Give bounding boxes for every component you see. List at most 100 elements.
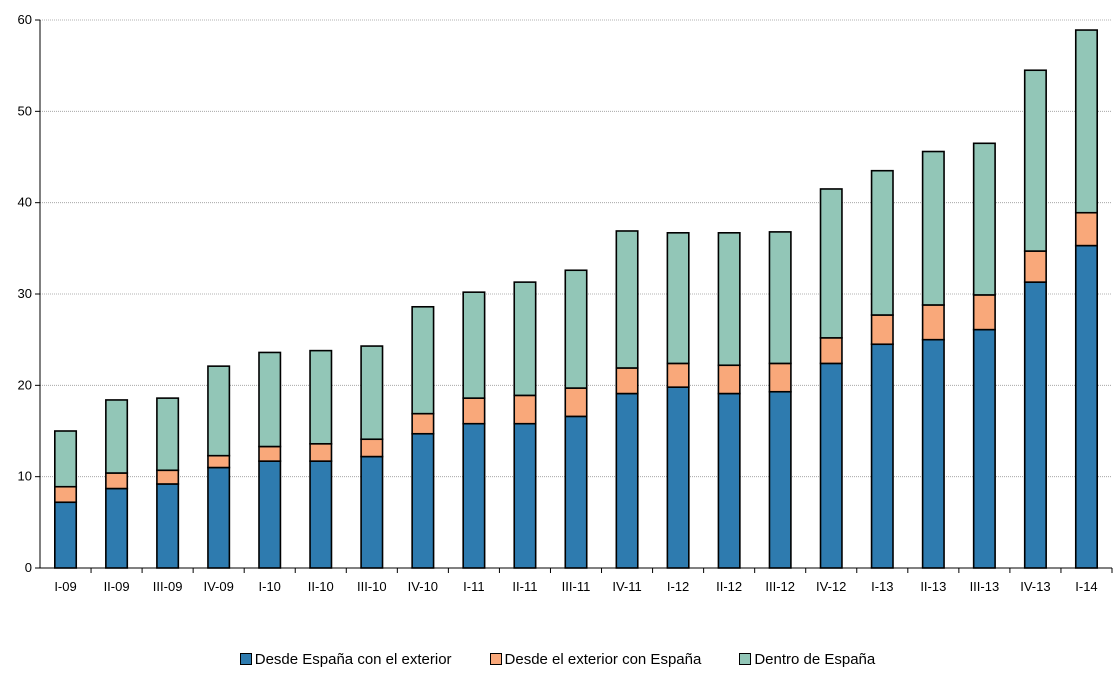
x-tick-labels: I-09 II-09 III-09 IV-09 I-10 II-10 III-10 IV-10…	[54, 579, 1097, 594]
legend-label-desde-exterior: Desde el exterior con España	[504, 650, 702, 668]
x-tick-label: I-14	[1075, 579, 1097, 594]
legend-swatch-dentro-espana	[739, 653, 752, 665]
bar-segment-desde-espana	[870, 343, 894, 569]
legend: Desde España con el exterior Desde el ex…	[0, 649, 1115, 669]
bar-segment-desde-espana	[1023, 281, 1047, 569]
legend-swatch-desde-espana	[239, 653, 252, 665]
y-tick-label: 40	[18, 195, 32, 210]
bar-segment-desde-espana	[666, 386, 690, 569]
x-tick-label: III-13	[970, 579, 1000, 594]
x-tick-label: II-12	[716, 579, 742, 594]
y-tick-label: 50	[18, 103, 32, 118]
bar-segment-dentro-espana	[870, 169, 894, 316]
y-tick-label: 60	[18, 12, 32, 27]
x-tick-label: IV-11	[612, 579, 641, 594]
x-tick-label: II-09	[104, 579, 130, 594]
x-tick-label: III-12	[765, 579, 795, 594]
bar-segment-desde-espana	[513, 422, 537, 569]
x-tick-label: II-13	[920, 579, 946, 594]
legend-item-dentro-espana: Dentro de España	[739, 649, 875, 669]
legend-label-dentro-espana: Dentro de España	[754, 650, 876, 668]
bar-segment-dentro-espana	[105, 399, 129, 474]
bar-segment-dentro-espana	[819, 188, 843, 339]
x-tick-label: IV-09	[203, 579, 233, 594]
bar-segment-desde-exterior	[360, 438, 384, 458]
bar-segment-desde-exterior	[615, 367, 639, 395]
bar-segment-dentro-espana	[972, 142, 996, 296]
bar-segment-desde-espana	[105, 487, 129, 569]
x-tick-label: IV-13	[1020, 579, 1050, 594]
bar-segment-dentro-espana	[258, 351, 282, 448]
bar-segment-desde-espana	[768, 390, 792, 569]
bar-segment-desde-exterior	[564, 387, 588, 418]
x-tick-label: III-11	[562, 579, 591, 594]
bar-segment-dentro-espana	[360, 345, 384, 441]
bar-segment-desde-espana	[54, 501, 78, 569]
bar-segment-dentro-espana	[768, 231, 792, 365]
bar-segment-desde-exterior	[972, 294, 996, 331]
y-tick-label: 10	[18, 469, 32, 484]
y-tick-label: 0	[25, 560, 32, 575]
y-tick-label: 20	[18, 377, 32, 392]
bar-segment-dentro-espana	[666, 232, 690, 365]
bars	[54, 29, 1098, 569]
y-tick-label: 30	[18, 286, 32, 301]
bar-segment-desde-espana	[1074, 244, 1098, 569]
bar-segment-desde-espana	[462, 422, 486, 569]
bar-segment-desde-exterior	[1074, 211, 1098, 247]
bar-segment-desde-exterior	[717, 364, 741, 395]
bar-segment-dentro-espana	[564, 269, 588, 389]
x-tick-label: I-11	[463, 579, 484, 594]
legend-item-desde-exterior: Desde el exterior con España	[489, 649, 702, 669]
legend-swatch-desde-exterior	[489, 653, 502, 665]
x-tick-label: I-12	[667, 579, 689, 594]
x-tick-label: III-09	[153, 579, 183, 594]
bar-segment-desde-exterior	[819, 337, 843, 365]
bar-segment-dentro-espana	[54, 430, 78, 488]
x-tick-label: IV-10	[408, 579, 438, 594]
x-tick-label: IV-12	[816, 579, 846, 594]
bar-segment-desde-exterior	[921, 304, 945, 341]
bar-segment-dentro-espana	[717, 232, 741, 367]
x-tick-label: II-10	[308, 579, 334, 594]
bar-segment-desde-espana	[972, 328, 996, 569]
bar-segment-desde-espana	[411, 432, 435, 569]
bar-segment-dentro-espana	[1074, 29, 1098, 214]
bar-segment-dentro-espana	[207, 365, 231, 457]
x-tick-label: II-11	[512, 579, 537, 594]
bar-segment-desde-exterior	[309, 442, 333, 462]
bar-segment-dentro-espana	[411, 305, 435, 415]
bar-segment-desde-exterior	[207, 454, 231, 469]
x-tick-label: I-09	[54, 579, 76, 594]
bar-segment-dentro-espana	[615, 230, 639, 369]
bar-segment-desde-exterior	[1023, 250, 1047, 283]
bar-segment-desde-exterior	[462, 397, 486, 425]
bar-segment-desde-espana	[819, 362, 843, 569]
bar-segment-dentro-espana	[921, 150, 945, 306]
bar-segment-desde-espana	[207, 466, 231, 569]
bar-segment-desde-exterior	[54, 485, 78, 504]
bar-segment-dentro-espana	[156, 397, 180, 472]
bar-segment-desde-exterior	[768, 362, 792, 393]
bar-segment-desde-exterior	[666, 362, 690, 388]
bar-segment-desde-espana	[360, 455, 384, 569]
bar-segment-desde-exterior	[156, 469, 180, 485]
bar-segment-desde-espana	[921, 338, 945, 569]
bar-segment-desde-espana	[717, 392, 741, 569]
x-tick-label: I-10	[259, 579, 281, 594]
legend-item-desde-espana: Desde España con el exterior	[239, 649, 452, 669]
bar-segment-dentro-espana	[513, 281, 537, 397]
bar-segment-desde-exterior	[513, 394, 537, 425]
bar-segment-desde-exterior	[105, 472, 129, 490]
bar-segment-dentro-espana	[462, 291, 486, 399]
bar-segment-dentro-espana	[1023, 69, 1047, 252]
bar-segment-dentro-espana	[309, 349, 333, 445]
bar-segment-desde-espana	[615, 392, 639, 569]
bar-segment-desde-espana	[309, 460, 333, 569]
bar-segment-desde-exterior	[411, 412, 435, 435]
y-tick-labels: 0 10 20 30 40 50 60	[18, 12, 32, 575]
bar-segment-desde-espana	[258, 460, 282, 569]
bar-segment-desde-espana	[564, 415, 588, 569]
bar-segment-desde-espana	[156, 483, 180, 569]
